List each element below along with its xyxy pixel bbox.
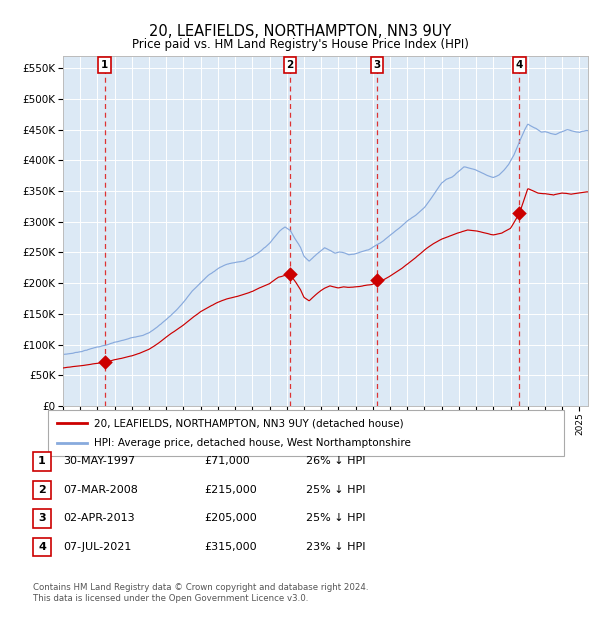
Text: HPI: Average price, detached house, West Northamptonshire: HPI: Average price, detached house, West… bbox=[94, 438, 411, 448]
Text: 4: 4 bbox=[38, 542, 46, 552]
Text: 07-JUL-2021: 07-JUL-2021 bbox=[63, 542, 131, 552]
Text: Price paid vs. HM Land Registry's House Price Index (HPI): Price paid vs. HM Land Registry's House … bbox=[131, 38, 469, 51]
Text: Contains HM Land Registry data © Crown copyright and database right 2024.
This d: Contains HM Land Registry data © Crown c… bbox=[33, 583, 368, 603]
Point bbox=[515, 208, 524, 218]
Point bbox=[100, 358, 109, 368]
Point bbox=[285, 269, 295, 279]
Text: 02-APR-2013: 02-APR-2013 bbox=[63, 513, 134, 523]
Text: 25% ↓ HPI: 25% ↓ HPI bbox=[306, 513, 365, 523]
Text: 1: 1 bbox=[101, 60, 108, 70]
Text: £71,000: £71,000 bbox=[204, 456, 250, 466]
Point bbox=[373, 275, 382, 285]
Text: 3: 3 bbox=[38, 513, 46, 523]
Text: 1: 1 bbox=[38, 456, 46, 466]
Text: 20, LEAFIELDS, NORTHAMPTON, NN3 9UY: 20, LEAFIELDS, NORTHAMPTON, NN3 9UY bbox=[149, 24, 451, 38]
Text: £315,000: £315,000 bbox=[204, 542, 257, 552]
Text: 07-MAR-2008: 07-MAR-2008 bbox=[63, 485, 138, 495]
Text: £215,000: £215,000 bbox=[204, 485, 257, 495]
Text: 23% ↓ HPI: 23% ↓ HPI bbox=[306, 542, 365, 552]
Text: £205,000: £205,000 bbox=[204, 513, 257, 523]
Text: 20, LEAFIELDS, NORTHAMPTON, NN3 9UY (detached house): 20, LEAFIELDS, NORTHAMPTON, NN3 9UY (det… bbox=[94, 418, 404, 428]
Text: 3: 3 bbox=[374, 60, 381, 70]
Text: 4: 4 bbox=[516, 60, 523, 70]
Text: 26% ↓ HPI: 26% ↓ HPI bbox=[306, 456, 365, 466]
Text: 30-MAY-1997: 30-MAY-1997 bbox=[63, 456, 135, 466]
Text: 25% ↓ HPI: 25% ↓ HPI bbox=[306, 485, 365, 495]
Text: 2: 2 bbox=[38, 485, 46, 495]
Text: 2: 2 bbox=[286, 60, 293, 70]
